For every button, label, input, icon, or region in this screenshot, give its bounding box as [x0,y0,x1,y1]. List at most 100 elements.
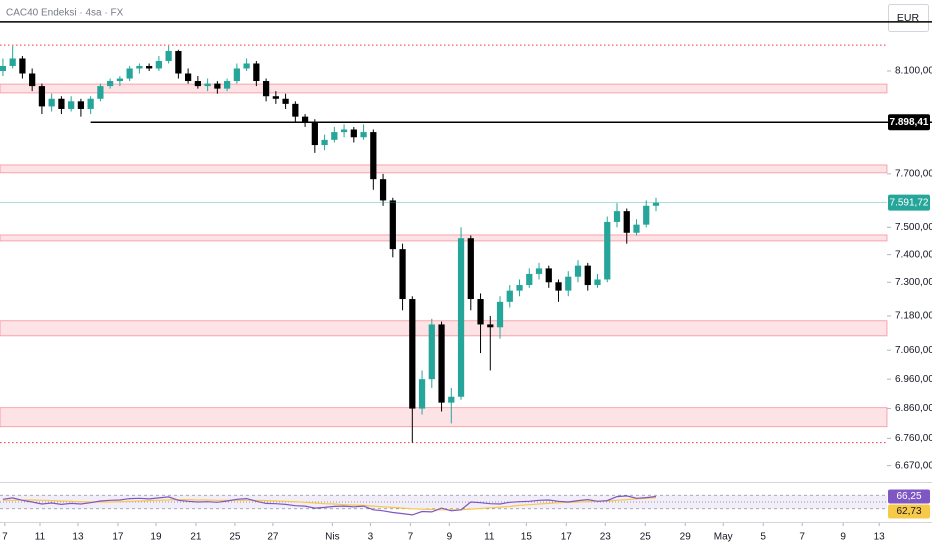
candle-body [623,211,630,233]
candle-body [146,65,153,69]
y-tick-label: 6.670,00 [895,460,932,471]
candle-body [175,51,182,74]
x-tick-label: 17 [112,532,124,543]
candle-body [360,132,367,138]
x-tick-label: 7 [408,532,414,543]
y-tick-label: 7.300,00 [895,277,932,288]
candle-body [516,285,523,291]
candle-body [126,68,133,79]
x-tick-label: 25 [229,532,241,543]
candle-body [487,324,494,328]
y-tick-label: 7.400,00 [895,249,932,260]
candle-body [233,68,240,82]
rsi-line [2,495,657,516]
candle-body [399,249,406,300]
candle-body [584,265,591,286]
currency-box[interactable] [888,4,929,32]
candle-body [379,179,387,201]
candle-body [321,139,328,146]
candle-body [292,103,299,117]
rsi-band [0,495,887,509]
rsi-ma-label-box [888,504,930,519]
y-tick-label: 8.100,00 [895,66,932,77]
candle-body [438,324,445,403]
currency[interactable]: EUR [897,12,920,24]
zone [0,407,888,428]
level-label-box [888,114,930,131]
x-tick-label: 5 [760,532,766,543]
candle-body [48,98,55,107]
y-tick-label: 7.180,00 [895,311,932,322]
x-tick-label: 11 [35,532,46,543]
x-tick-label: 11 [484,532,495,543]
candle-body [506,290,513,302]
candle-body [409,299,416,409]
candle-body [370,132,377,180]
y-tick-label: 7.500,00 [895,222,932,233]
candle-body [311,121,318,146]
candle-body [331,132,338,140]
candle-body [204,83,211,87]
candle-body [633,224,640,233]
zone [0,164,888,174]
candle-body [58,98,65,109]
candle-body [418,379,426,409]
x-tick-label: Nis [325,532,339,543]
zone [0,83,888,94]
candle-body [467,238,474,300]
rsi-ma-label: 62,73 [896,506,921,517]
candle-body [136,65,143,69]
candle-body [301,116,309,122]
candle-body [77,101,85,109]
candle-body [194,81,201,87]
candle-body [574,265,582,277]
zone [0,234,888,242]
candle-body [389,200,396,250]
candle-body [68,101,75,109]
candle-body [340,129,348,133]
candle-body [477,299,484,325]
candle-body [38,86,46,107]
candle-body [116,78,124,82]
y-tick-label: 7.060,00 [895,345,932,356]
x-tick-label: 27 [267,532,279,543]
last-price-label: 7.591,72 [890,197,929,208]
y-tick-label: 6.960,00 [895,374,932,385]
x-tick-label: 9 [447,532,453,543]
x-tick-label: May [714,532,733,543]
x-tick-label: 3 [368,532,374,543]
x-tick-label: 7 [799,532,805,543]
candle-body [604,221,611,280]
candle-body [19,58,26,74]
candle-body [243,63,250,69]
x-tick-label: 29 [680,532,692,543]
candle-body [262,81,270,97]
candle-body [9,58,16,66]
x-tick-label: 23 [600,532,612,543]
candle-body [448,396,455,403]
x-tick-label: 25 [640,532,652,543]
candle-body [565,276,572,291]
candle-body [282,98,289,104]
x-tick-label: 17 [561,532,573,543]
x-tick-label: 9 [840,532,846,543]
level-label: 7.898,41 [890,117,929,128]
candle-body [535,268,543,274]
x-tick-label: 13 [874,532,886,543]
candle-body [214,83,221,89]
candle-body [652,202,660,206]
rsi-ma-line [2,497,657,511]
x-tick-label: 19 [150,532,162,543]
candle-body [428,324,435,380]
candle-body [643,205,650,225]
candle-body [155,60,162,69]
chart-title: CAC40 Endeksi · 4sa · FX [6,8,124,19]
candle-body [185,73,192,82]
candle-body [107,81,114,87]
y-tick-label: 6.860,00 [895,403,932,414]
x-tick-label: 7 [2,532,8,543]
candle-body [97,86,104,99]
y-tick-label: 6.760,00 [895,433,932,444]
